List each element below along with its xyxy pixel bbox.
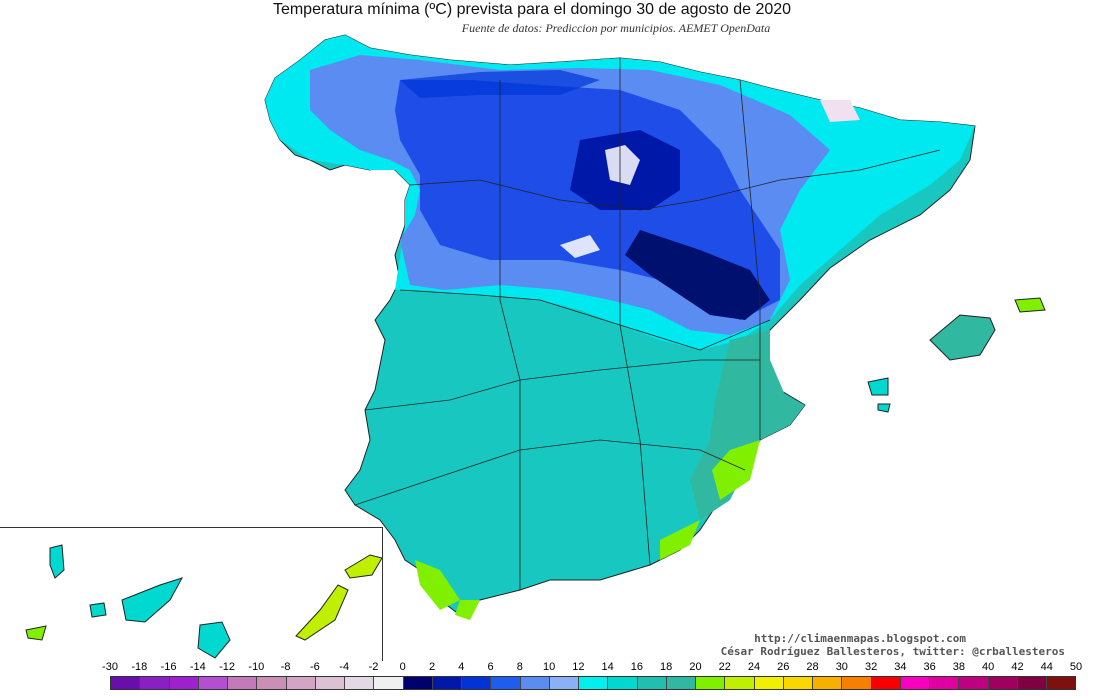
map-subtitle: Fuente de datos: Prediccion por municipi… [461,21,771,35]
legend-tick-label: 40 [982,661,995,673]
legend-swatch [198,677,228,689]
legend-swatch [286,677,316,689]
legend-tick-label: 30 [835,661,848,673]
legend-swatch [696,677,726,689]
legend-tick-label: 38 [952,661,966,673]
legend-swatch [900,677,930,689]
legend-tick-label: 50 [1069,661,1083,673]
legend-swatch [754,677,784,689]
legend-tick-label: -16 [160,661,177,673]
legend-tick-label: -18 [131,661,148,673]
map-title: Temperatura mínima (ºC) prevista para el… [272,1,792,18]
white-patch-gredos [560,235,600,258]
legend-swatch [871,677,901,689]
legend-tick-label: 2 [428,661,436,673]
legend-tick-label: 10 [542,661,556,673]
legend-swatch [432,677,462,689]
la-palma [49,544,65,579]
legend-tick-label: 26 [777,661,790,673]
mallorca [929,314,996,361]
white-patch-picos [605,145,640,185]
legend-tick-label: 28 [806,661,819,673]
legend-swatch [725,677,755,689]
white-patch-pirineo [820,100,860,122]
formentera [877,403,891,413]
legend-tick-label: 22 [718,661,731,673]
legend-swatch [637,677,667,689]
cadiz-warm [455,600,480,620]
tenerife [121,577,184,623]
ibiza [867,377,889,396]
murcia-warm [712,440,760,500]
almeria-warm [660,520,700,560]
legend-tick-label: 34 [894,661,907,673]
author-credit: César Rodríguez Ballesteros, twitter: @c… [720,645,1065,658]
el-hierro [25,625,47,641]
la-gomera [89,602,107,618]
legend-swatch [608,677,638,689]
menorca [1014,297,1046,313]
legend-swatch [579,677,609,689]
legend-tick-label: -30 [102,661,118,673]
legend-swatch [403,677,433,689]
legend-swatch [257,677,287,689]
canarias-inset-frame [0,527,383,661]
legend-swatch [988,677,1018,689]
legend-swatch [111,677,141,689]
legend-tick-label: 32 [864,661,878,673]
legend-swatch [491,677,521,689]
legend-swatch [520,677,550,689]
legend-swatch [842,677,872,689]
legend-tick-label: 24 [747,661,761,673]
legend-tick-label: 36 [923,661,936,673]
legend-tick-label: -4 [339,661,350,673]
blog-credit: http://climaenmapas.blogspot.com [754,632,966,645]
legend-swatch [169,677,199,689]
legend-swatch [813,677,843,689]
fuerteventura [295,584,349,641]
gran-canaria [197,621,231,659]
legend-swatch [549,677,579,689]
legend-swatch [666,677,696,689]
legend-tick-label: 0 [399,661,406,673]
color-legend-bar [110,676,1076,690]
legend-swatch [140,677,170,689]
legend-tick-label: -6 [310,661,320,673]
legend-swatch [345,677,375,689]
lanzarote [344,554,383,579]
legend-swatch [228,677,258,689]
legend-tick-label: -14 [189,661,206,673]
legend-swatch [374,677,404,689]
province-boundaries [354,58,941,590]
legend-tick-label: 8 [516,661,523,673]
legend-swatch [1017,677,1047,689]
legend-tick-label: 12 [572,661,585,673]
legend-swatch [959,677,989,689]
legend-tick-label: -12 [219,661,236,673]
legend-swatch [783,677,813,689]
legend-tick-label: 6 [487,661,494,673]
legend-tick-label: 20 [689,661,702,673]
huelva-warm [415,560,460,610]
legend-tick-label: -2 [368,661,379,673]
legend-tick-label: 42 [1011,661,1024,673]
legend-tick-label: 16 [630,661,644,673]
legend-tick-label: 14 [601,661,614,673]
legend-swatch [930,677,960,689]
legend-tick-label: 4 [458,661,465,673]
legend-swatch [1047,677,1076,689]
sistema-iberico-dark [625,230,770,320]
legend-tick-label: 18 [660,661,673,673]
legend-swatch [315,677,345,689]
legend-tick-labels: -30 -18 -16 -14 -12 -10 -8 -6 -4 -2 0 2 4 6 8 10 12 14 16 1… [0,661,1098,675]
legend-swatch [462,677,492,689]
legend-tick-label: 44 [1040,661,1053,673]
legend-tick-label: -10 [248,661,265,673]
legend-tick-label: -8 [280,661,291,673]
